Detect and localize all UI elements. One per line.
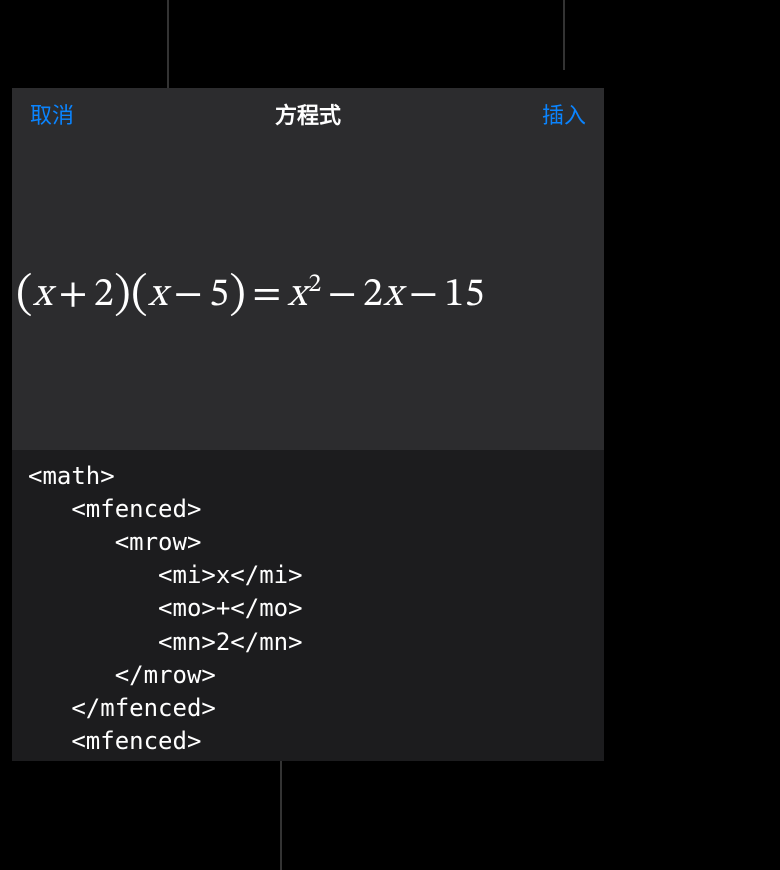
- insert-button[interactable]: 插入: [542, 98, 586, 130]
- equation-preview-area: (x+2)(x−5)=x2−2x−15: [12, 140, 604, 450]
- callout-line: [280, 760, 282, 870]
- equation-dialog-panel: 取消 方程式 插入 (x+2)(x−5)=x2−2x−15 <math> <mf…: [12, 88, 604, 761]
- dialog-header: 取消 方程式 插入: [12, 88, 604, 140]
- dialog-title: 方程式: [275, 98, 341, 130]
- equation-code-text[interactable]: <math> <mfenced> <mrow> <mi>x</mi> <mo>+…: [28, 460, 588, 761]
- equation-code-area[interactable]: <math> <mfenced> <mrow> <mi>x</mi> <mo>+…: [12, 450, 604, 761]
- callout-line: [563, 0, 565, 70]
- equation-rendered: (x+2)(x−5)=x2−2x−15: [16, 266, 485, 324]
- cancel-button[interactable]: 取消: [30, 98, 74, 130]
